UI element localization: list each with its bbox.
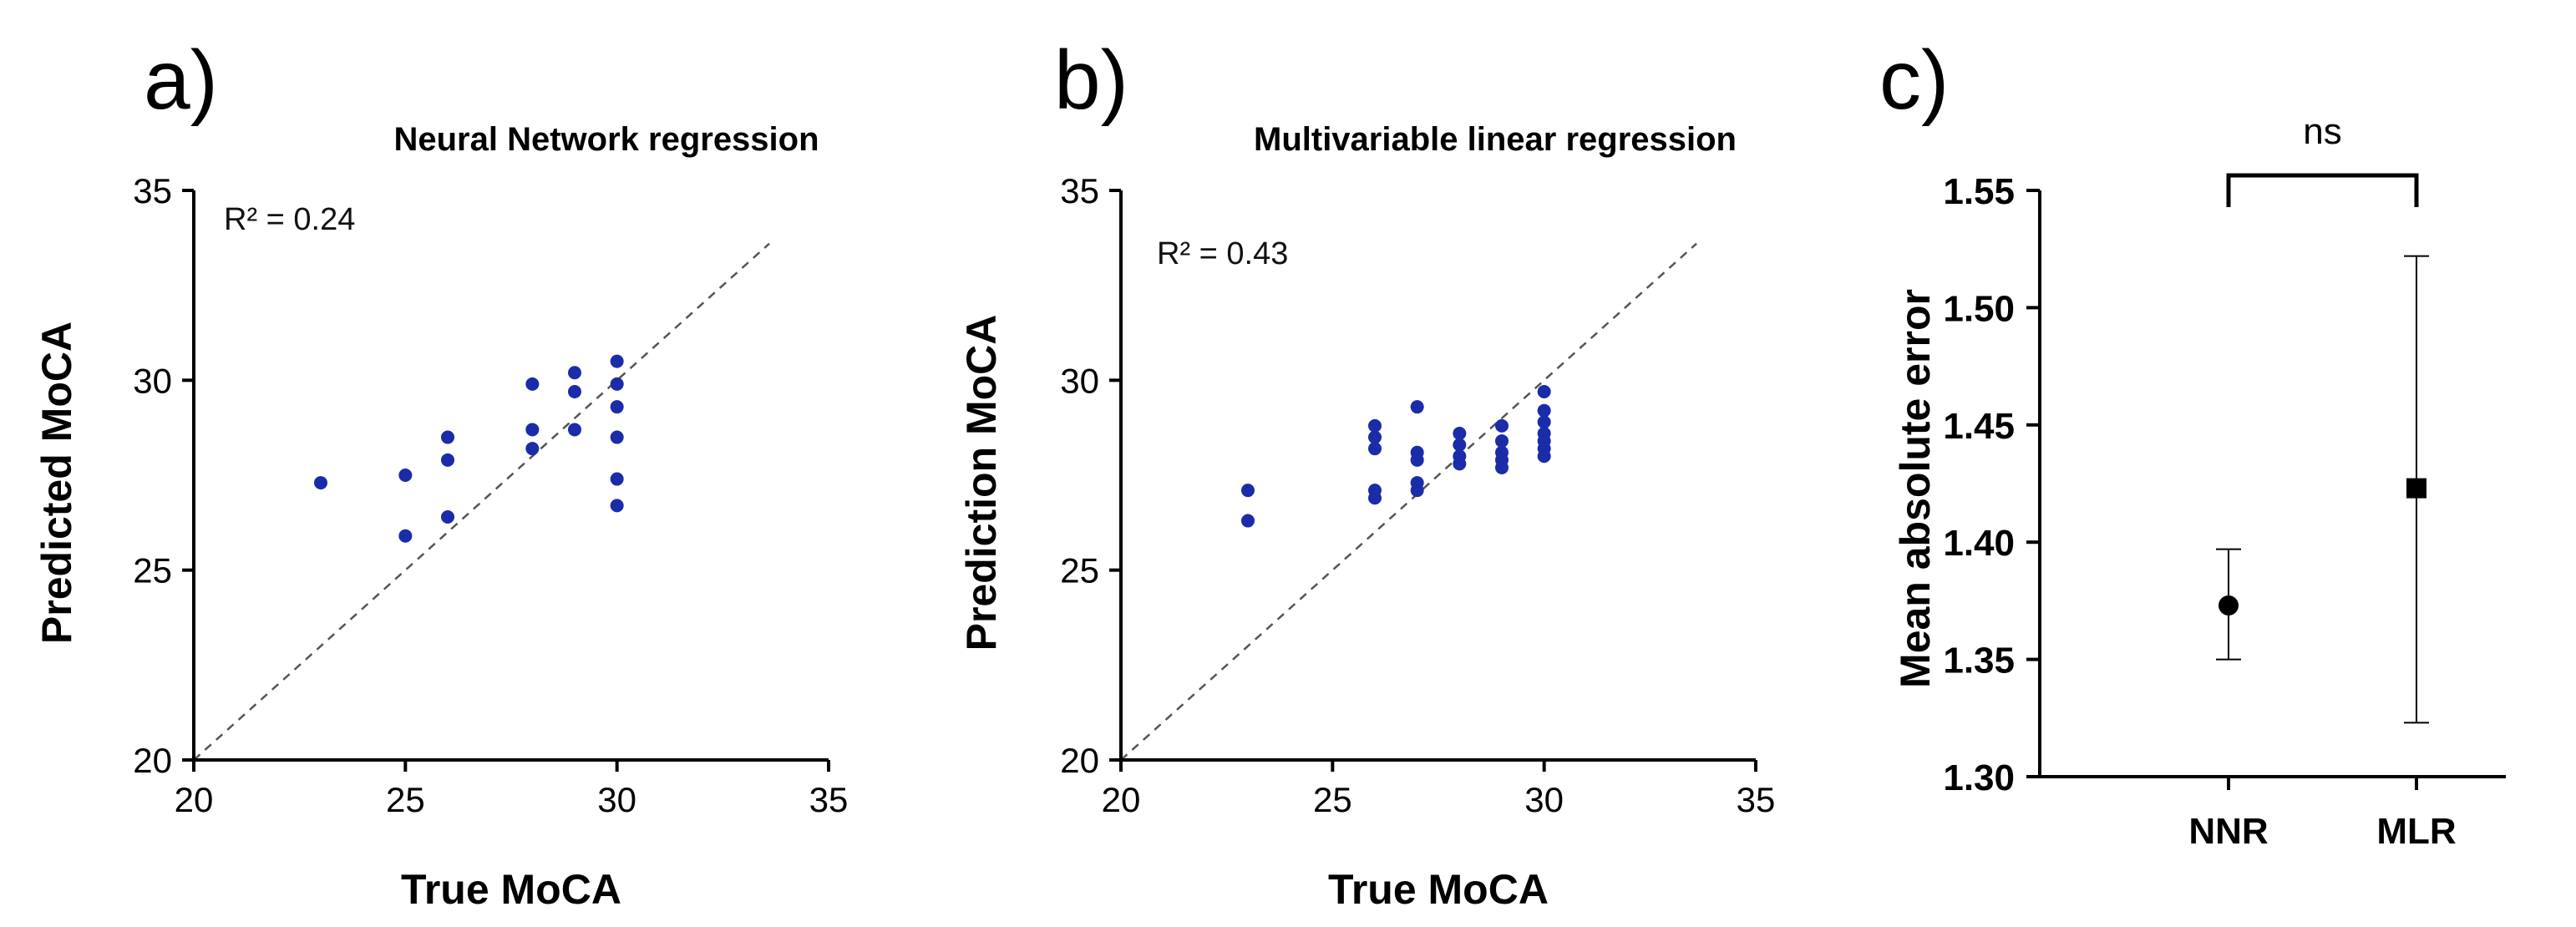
b-data-point	[1241, 514, 1255, 528]
b-y-tick-label: 35	[1060, 171, 1099, 210]
a-data-point	[525, 377, 540, 391]
b-data-point	[1453, 438, 1467, 452]
panel-a-identity-line	[193, 242, 770, 761]
b-data-point	[1410, 453, 1424, 467]
b-data-point	[1241, 484, 1255, 498]
b-x-tick-label: 25	[1313, 780, 1352, 819]
panel-b-x-axis-title: True MoCA	[1328, 866, 1549, 913]
a-y-tick-label: 20	[133, 741, 172, 780]
panel-c-error-bars	[2216, 255, 2429, 724]
a-data-point	[568, 423, 581, 437]
a-x-tick-label: 30	[597, 780, 636, 819]
a-data-point	[610, 377, 624, 391]
panel-b-y-axis-title: Prediction MoCA	[958, 315, 1005, 651]
c-y-tick-label: 1.55	[1943, 171, 2015, 212]
b-data-point	[1453, 426, 1467, 440]
panel-b-letter: b)	[1054, 33, 1128, 127]
panel-b: b) Multivariable linear regression R² = …	[958, 33, 1775, 913]
b-y-tick-label: 20	[1060, 741, 1099, 780]
b-data-point	[1537, 415, 1551, 429]
c-mean-marker-mlr	[2406, 478, 2426, 499]
panel-c-letter: c)	[1879, 33, 1949, 127]
b-data-point	[1368, 442, 1382, 456]
c-y-tick-label: 1.30	[1943, 757, 2015, 798]
a-data-point	[610, 400, 624, 414]
panel-c-axes	[2026, 189, 2506, 790]
b-x-tick-label: 20	[1102, 780, 1141, 819]
c-y-tick-label: 1.45	[1943, 406, 2015, 447]
c-category-label-mlr: MLR	[2376, 811, 2456, 852]
a-y-tick-label: 25	[133, 551, 172, 590]
panel-a-title: Neural Network regression	[393, 121, 819, 158]
panel-c: c) 1.30 1.35 1.40 1.45 1.50 1.55 NNR MLR ns Me…	[1879, 33, 2506, 852]
b-x-tick-label: 35	[1737, 780, 1776, 819]
b-data-point	[1368, 430, 1382, 444]
panel-a-letter: a)	[144, 33, 218, 127]
panel-a-x-tick-labels: 20 25 30 35	[175, 780, 849, 819]
panel-a-r2-annotation: R² = 0.24	[224, 202, 355, 237]
b-x-tick-label: 30	[1524, 780, 1564, 819]
panel-a: a) Neural Network regression R² = 0.24 2…	[33, 33, 848, 913]
panel-b-title: Multivariable linear regression	[1254, 121, 1737, 158]
b-data-point	[1410, 484, 1424, 498]
a-identity-line	[193, 242, 770, 761]
a-data-point	[610, 472, 624, 486]
a-data-point	[441, 510, 454, 524]
c-y-tick-label: 1.35	[1943, 641, 2015, 681]
b-data-point	[1495, 460, 1509, 474]
panel-c-y-tick-labels: 1.30 1.35 1.40 1.45 1.50 1.55	[1943, 171, 2015, 798]
b-data-point	[1410, 400, 1424, 414]
b-data-point	[1495, 418, 1509, 433]
a-data-point	[610, 499, 624, 513]
panel-c-x-tick-labels: NNR MLR	[2188, 811, 2456, 852]
b-data-point	[1537, 384, 1551, 398]
panel-b-y-tick-labels: 20 25 30 35	[1060, 171, 1099, 780]
c-mean-marker-nnr	[2219, 595, 2239, 616]
panel-b-identity-line	[1120, 242, 1697, 761]
b-data-point	[1453, 457, 1467, 471]
c-category-label-nnr: NNR	[2188, 811, 2268, 852]
panel-a-y-axis-title: Predicted MoCA	[33, 322, 80, 644]
panel-c-significance-bracket: ns	[2226, 111, 2419, 207]
a-data-point	[314, 476, 327, 490]
panel-b-x-tick-labels: 20 25 30 35	[1102, 780, 1776, 819]
a-y-tick-label: 30	[133, 361, 172, 400]
a-data-point	[568, 366, 581, 380]
a-data-point	[610, 354, 624, 368]
c-significance-label: ns	[2303, 111, 2341, 152]
b-y-tick-label: 30	[1060, 361, 1099, 400]
b-data-point	[1537, 403, 1551, 418]
a-data-point	[525, 442, 540, 456]
a-data-point	[441, 430, 454, 444]
a-data-point	[525, 423, 540, 437]
c-significance-bracket-line	[2226, 173, 2419, 207]
b-data-point	[1495, 434, 1509, 448]
b-data-point	[1537, 449, 1551, 464]
a-data-point	[441, 453, 454, 467]
a-data-point	[610, 430, 624, 444]
a-x-tick-label: 25	[386, 780, 425, 819]
b-data-point	[1368, 418, 1382, 433]
c-y-tick-label: 1.40	[1943, 523, 2015, 564]
a-data-point	[398, 529, 413, 543]
panel-b-r2-annotation: R² = 0.43	[1157, 236, 1288, 271]
a-x-tick-label: 35	[809, 780, 849, 819]
panel-a-y-tick-labels: 20 25 30 35	[133, 171, 172, 780]
a-data-point	[398, 469, 413, 482]
b-identity-line	[1120, 242, 1697, 761]
panel-b-axes	[1109, 189, 1757, 772]
b-y-tick-label: 25	[1060, 551, 1099, 590]
c-y-tick-label: 1.50	[1943, 288, 2015, 329]
b-data-point	[1368, 491, 1382, 505]
panel-b-points	[1241, 384, 1551, 528]
panel-a-points	[314, 354, 624, 543]
a-data-point	[568, 384, 581, 398]
panel-a-axes	[182, 189, 830, 772]
panel-c-y-axis-title: Mean absolute error	[1892, 289, 1939, 688]
panel-a-x-axis-title: True MoCA	[401, 866, 621, 913]
a-y-tick-label: 35	[133, 171, 172, 210]
a-x-tick-label: 20	[175, 780, 214, 819]
